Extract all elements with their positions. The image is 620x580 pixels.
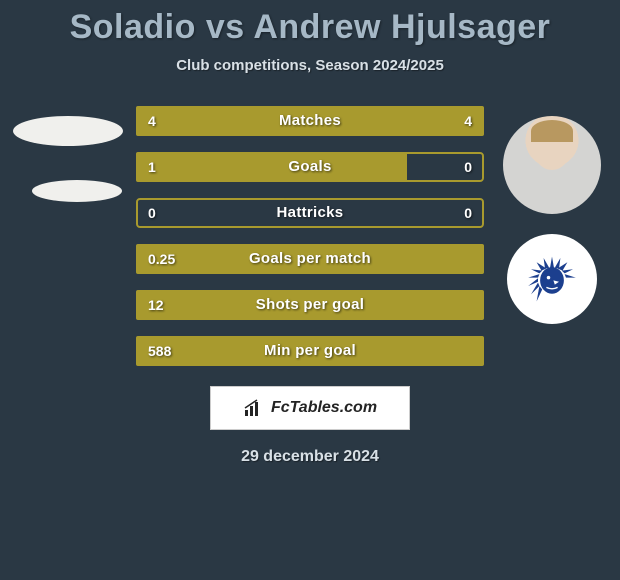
- player-left-placeholder-2: [32, 180, 122, 202]
- stat-row: 44Matches: [136, 106, 484, 136]
- stat-bars: 44Matches 10Goals 00Hattricks 0.25Goals per…: [128, 104, 492, 366]
- page-title: Soladio vs Andrew Hjulsager: [0, 0, 620, 47]
- comparison-content: 44Matches 10Goals 00Hattricks 0.25Goals per…: [0, 104, 620, 366]
- native-headdress-icon: [517, 244, 587, 314]
- stat-label: Min per goal: [136, 336, 484, 366]
- right-player-side: [492, 104, 612, 366]
- stat-label: Shots per goal: [136, 290, 484, 320]
- stat-row: 0.25Goals per match: [136, 244, 484, 274]
- stat-label: Goals per match: [136, 244, 484, 274]
- stat-row: 588Min per goal: [136, 336, 484, 366]
- stat-label: Matches: [136, 106, 484, 136]
- stat-label: Hattricks: [136, 198, 484, 228]
- brand-badge: FcTables.com: [210, 386, 410, 430]
- bar-chart-icon: [243, 398, 267, 418]
- brand-text: FcTables.com: [271, 399, 377, 417]
- date-text: 29 december 2024: [0, 448, 620, 466]
- subtitle: Club competitions, Season 2024/2025: [0, 57, 620, 74]
- stat-row: 12Shots per goal: [136, 290, 484, 320]
- player-left-placeholder-1: [13, 116, 123, 146]
- stat-label: Goals: [136, 152, 484, 182]
- player-right-club-logo: [507, 234, 597, 324]
- player-right-photo: [503, 116, 601, 214]
- stat-row: 00Hattricks: [136, 198, 484, 228]
- stat-row: 10Goals: [136, 152, 484, 182]
- left-player-side: [8, 104, 128, 366]
